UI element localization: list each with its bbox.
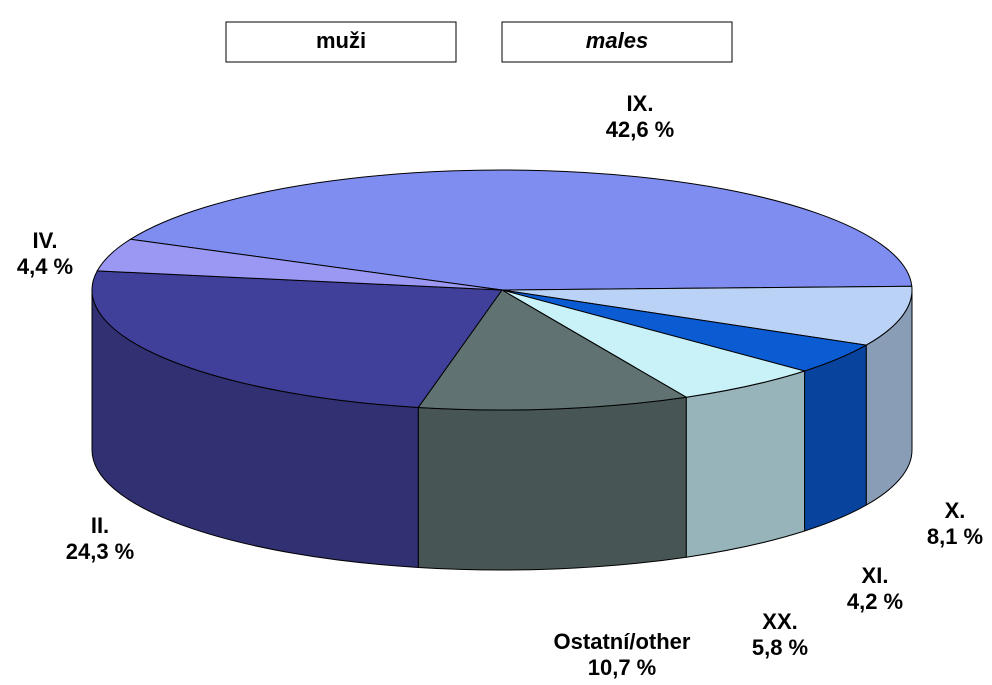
slice-side-shade <box>92 290 419 568</box>
slice-side-shade <box>418 397 687 570</box>
slice <box>501 285 913 346</box>
slice-value-label: 5,8 % <box>752 635 808 660</box>
slice-side-shade <box>866 290 912 506</box>
slice-label: X. <box>945 498 966 523</box>
slice-label: XX. <box>762 609 797 634</box>
chart-title: muži <box>316 28 366 53</box>
slice-label: IX. <box>627 91 654 116</box>
slice <box>128 169 913 291</box>
slice-label: II. <box>91 513 109 538</box>
slice <box>501 289 807 398</box>
slice-side-shade <box>804 345 867 531</box>
slice-value-label: 4,4 % <box>17 254 73 279</box>
slice <box>417 289 688 411</box>
slice-value-label: 4,2 % <box>847 589 903 614</box>
slice <box>96 238 503 291</box>
title-box <box>225 21 457 63</box>
slice <box>91 270 503 408</box>
slice-value-label: 8,1 % <box>927 524 983 549</box>
subtitle-box <box>501 21 733 63</box>
slice-value-label: 10,7 % <box>588 655 657 680</box>
slice-label: IV. <box>33 228 58 253</box>
slice-label: Ostatní/other <box>554 629 691 654</box>
chart-subtitle: males <box>586 28 648 53</box>
slice-side-shade <box>686 370 805 558</box>
slice-value-label: 42,6 % <box>606 117 675 142</box>
slice-label: XI. <box>862 563 889 588</box>
slice-value-label: 24,3 % <box>66 539 135 564</box>
